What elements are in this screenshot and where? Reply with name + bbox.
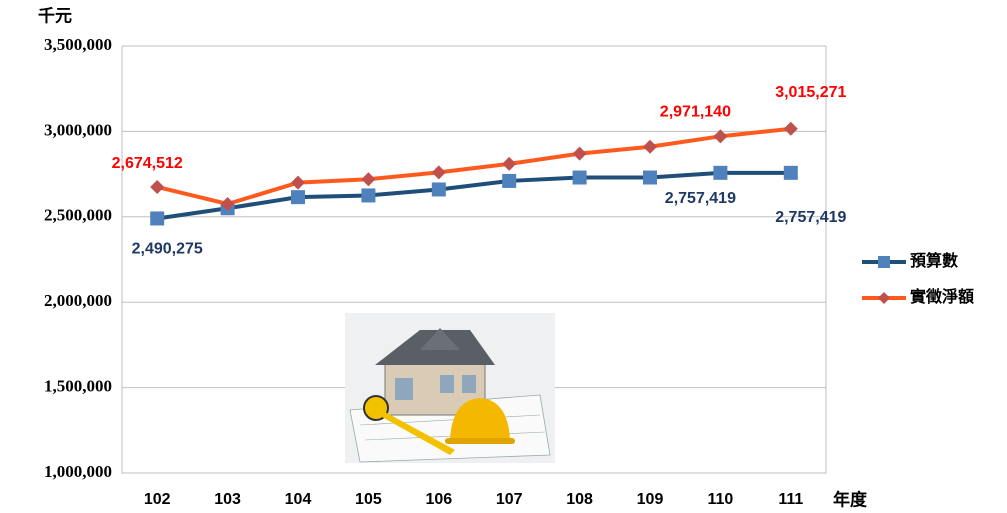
y-tick-label: 1,000,000 bbox=[44, 462, 112, 481]
y-tick-label: 1,500,000 bbox=[44, 377, 112, 396]
x-tick-label: 111 bbox=[778, 491, 803, 508]
x-tick-label: 106 bbox=[425, 491, 452, 508]
marker bbox=[573, 147, 587, 161]
marker bbox=[361, 188, 375, 202]
y-tick-label: 2,500,000 bbox=[44, 206, 112, 225]
marker bbox=[713, 166, 727, 180]
marker bbox=[361, 172, 375, 186]
legend-text: 預算數 bbox=[910, 251, 958, 270]
data-label: 3,015,271 bbox=[775, 84, 846, 101]
x-tick-label: 108 bbox=[566, 491, 593, 508]
x-tick-label: 105 bbox=[355, 491, 382, 508]
x-tick-label: 109 bbox=[637, 491, 664, 508]
y-tick-label: 3,000,000 bbox=[44, 120, 112, 139]
marker bbox=[643, 171, 657, 185]
legend-text: 實徵淨額 bbox=[910, 287, 974, 306]
data-label: 2,490,275 bbox=[132, 241, 203, 258]
data-label: 2,674,512 bbox=[112, 155, 183, 172]
x-axis-label: 年度 bbox=[833, 489, 868, 509]
marker bbox=[502, 174, 516, 188]
illustration bbox=[345, 313, 555, 463]
marker bbox=[432, 165, 446, 179]
x-tick-label: 107 bbox=[496, 491, 523, 508]
x-tick-label: 104 bbox=[285, 491, 312, 508]
marker bbox=[150, 180, 164, 194]
marker bbox=[784, 122, 798, 136]
marker bbox=[150, 211, 164, 225]
x-tick-label: 103 bbox=[214, 491, 241, 508]
x-tick-label: 110 bbox=[707, 491, 733, 508]
marker bbox=[291, 190, 305, 204]
y-tick-label: 3,500,000 bbox=[44, 35, 112, 54]
x-tick-label: 102 bbox=[144, 491, 171, 508]
marker bbox=[643, 140, 657, 154]
data-label: 2,971,140 bbox=[660, 104, 731, 121]
data-label: 2,757,419 bbox=[775, 209, 846, 226]
y-unit: 千元 bbox=[38, 6, 72, 25]
legend-marker bbox=[878, 292, 890, 304]
marker bbox=[573, 171, 587, 185]
marker bbox=[502, 157, 516, 171]
marker bbox=[784, 166, 798, 180]
y-tick-label: 2,000,000 bbox=[44, 291, 112, 310]
data-label: 2,757,419 bbox=[665, 190, 736, 207]
legend-marker bbox=[878, 256, 890, 268]
marker bbox=[432, 182, 446, 196]
chart: 千元 年度 1,000,000 1,500,000 2,000,000 2,500,0… bbox=[0, 0, 1007, 513]
marker bbox=[291, 176, 305, 190]
